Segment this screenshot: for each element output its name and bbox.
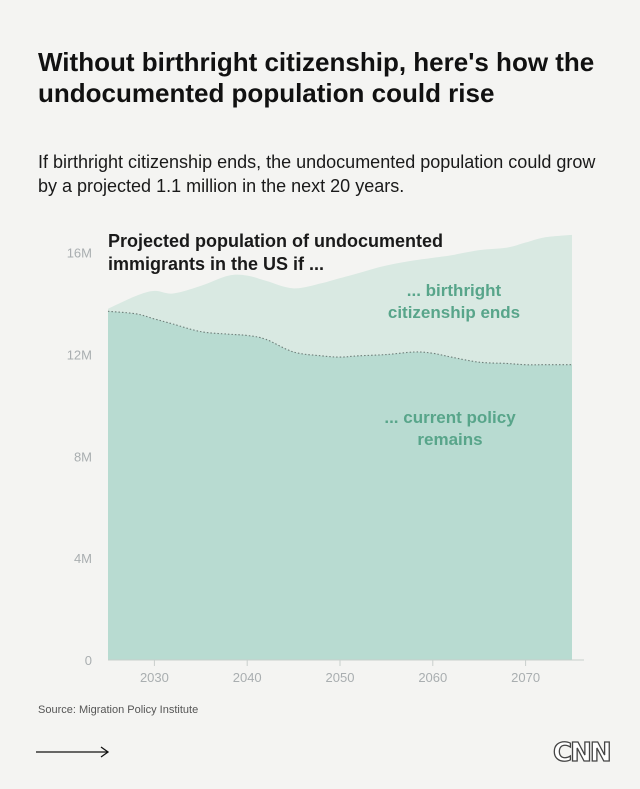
x-tick-label: 2030 xyxy=(140,670,169,685)
y-tick-label: 16M xyxy=(67,246,92,261)
current-policy-dotted-line xyxy=(107,310,572,366)
x-tick-label: 2040 xyxy=(233,670,262,685)
x-tick-label: 2060 xyxy=(418,670,447,685)
arrow-right-icon[interactable] xyxy=(36,745,112,759)
source-note: Source: Migration Policy Institute xyxy=(38,704,199,716)
label-current-policy: ... current policy remains xyxy=(384,408,516,449)
x-tick-label: 2070 xyxy=(511,670,540,685)
y-tick-label: 4M xyxy=(74,551,92,566)
cnn-logo: CNN xyxy=(552,737,612,768)
x-tick-label: 2050 xyxy=(326,670,355,685)
y-tick-label: 0 xyxy=(85,653,92,668)
y-tick-label: 12M xyxy=(67,348,92,363)
chart-title: Without birthright citizenship, here's h… xyxy=(38,47,595,108)
y-tick-label: 8M xyxy=(74,449,92,464)
area-current-policy xyxy=(108,311,572,660)
chart-heading: Projected population of undocumented immi… xyxy=(108,231,443,274)
area-chart: 0 4M 8M 12M 16M 2030 2040 2050 2060 2070 Projected… xyxy=(67,231,584,685)
chart-subtitle: If birthright citizenship ends, the undo… xyxy=(38,152,596,196)
label-birthright-ends: ... birthright citizenship ends xyxy=(388,281,520,322)
